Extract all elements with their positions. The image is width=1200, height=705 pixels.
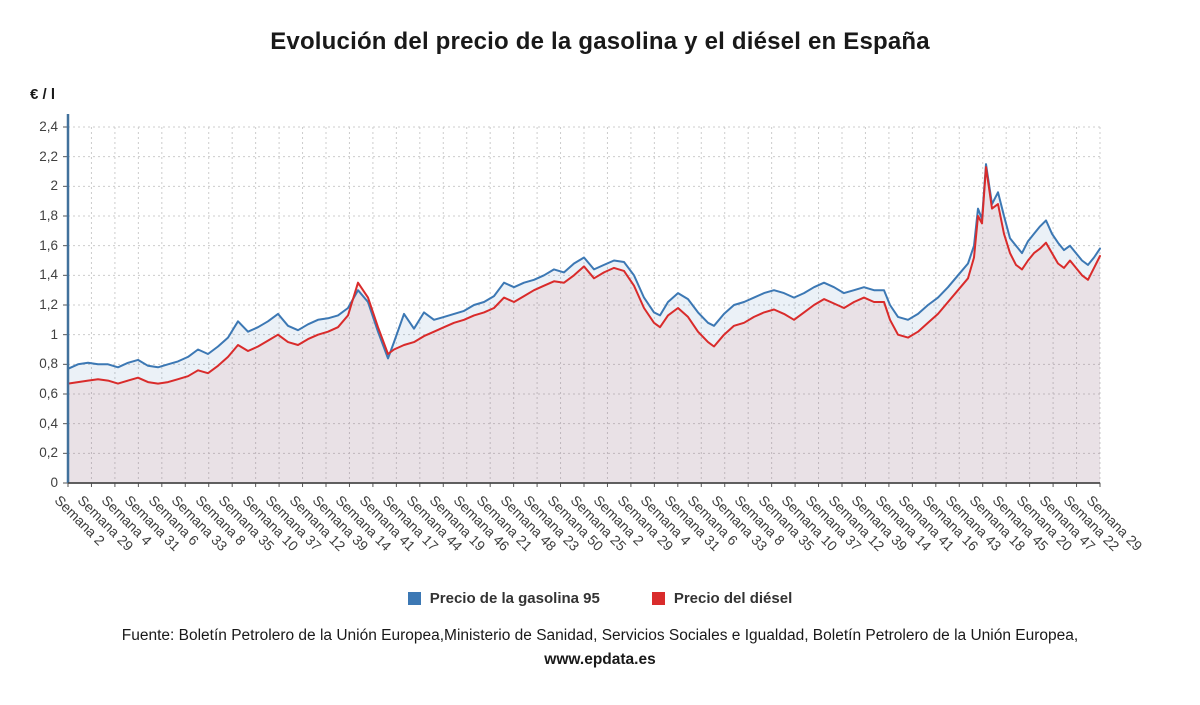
y-tick-label: 1,2 (39, 297, 58, 312)
source-text: Fuente: Boletín Petrolero de la Unión Eu… (100, 624, 1100, 672)
y-tick-label: 0,6 (39, 386, 58, 401)
page-title: Evolución del precio de la gasolina y el… (270, 28, 930, 55)
y-tick-label: 0,4 (39, 415, 58, 431)
series-line-1 (67, 166, 1101, 385)
y-tick-label: 0,8 (39, 356, 58, 372)
y-tick-label: 2 (50, 178, 58, 194)
plot-svg (63, 114, 1101, 487)
diesel-swatch-icon (651, 592, 665, 605)
legend: Precio de la gasolina 95 Precio del diés… (0, 590, 1200, 607)
gasolina-swatch-icon (407, 592, 421, 605)
legend-item-diesel[interactable]: Precio del diésel (651, 590, 793, 607)
y-tick-label: 1,6 (39, 237, 58, 253)
legend-label-diesel: Precio del diésel (673, 590, 793, 607)
series-area-0 (68, 164, 1100, 483)
source-link[interactable]: www.epdata.es (544, 651, 656, 669)
source-prefix: Fuente: Boletín Petrolero de la Unión Eu… (121, 627, 1079, 644)
y-tick-label: 1,8 (39, 208, 58, 223)
y-axis-unit-label: € / l (30, 86, 56, 103)
y-tick-label: 2,4 (39, 119, 58, 134)
y-tick-label: 2,2 (39, 148, 58, 164)
legend-item-gasolina[interactable]: Precio de la gasolina 95 (407, 590, 600, 607)
y-tick-label: 0,2 (39, 445, 58, 461)
y-tick-label: 1 (50, 326, 58, 342)
legend-label-gasolina: Precio de la gasolina 95 (429, 590, 600, 607)
series-area-1 (68, 167, 1100, 483)
y-tick-label: 0 (50, 475, 58, 490)
y-tick-label: 1,4 (39, 267, 58, 283)
